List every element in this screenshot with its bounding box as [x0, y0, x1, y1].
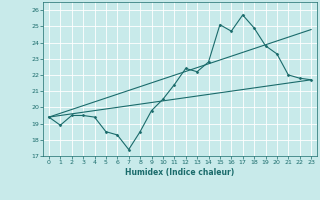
X-axis label: Humidex (Indice chaleur): Humidex (Indice chaleur)	[125, 168, 235, 177]
